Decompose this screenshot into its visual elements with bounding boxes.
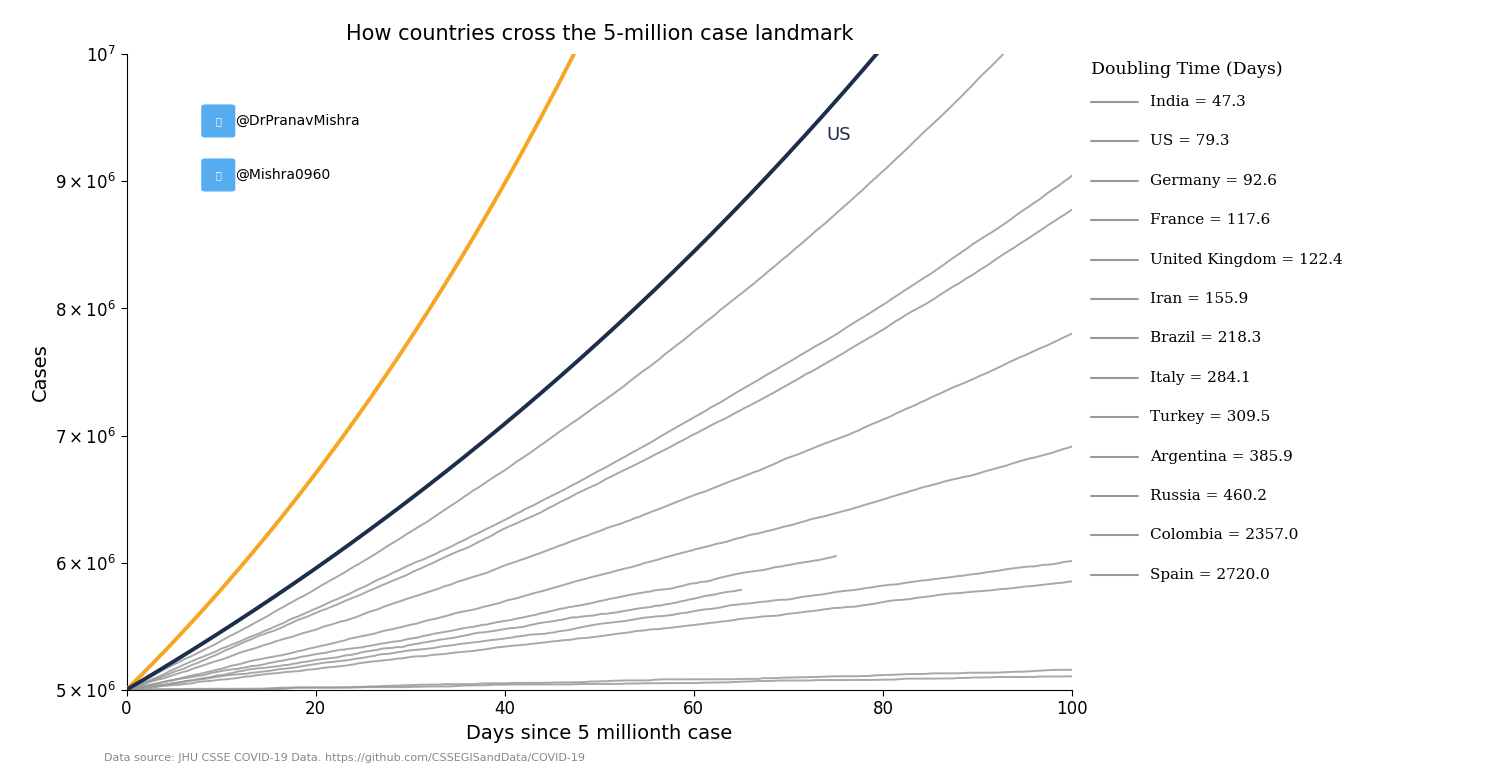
Text: Spain = 2720.0: Spain = 2720.0 xyxy=(1150,568,1269,582)
Text: US: US xyxy=(826,126,850,144)
Text: Colombia = 2357.0: Colombia = 2357.0 xyxy=(1150,529,1298,542)
Text: United Kingdom = 122.4: United Kingdom = 122.4 xyxy=(1150,253,1343,267)
FancyBboxPatch shape xyxy=(201,105,235,137)
Text: @Mishra0960: @Mishra0960 xyxy=(235,168,331,182)
Text: Argentina = 385.9: Argentina = 385.9 xyxy=(1150,449,1292,463)
Text: India = 47.3: India = 47.3 xyxy=(1150,95,1245,109)
Y-axis label: Cases: Cases xyxy=(31,343,49,401)
Title: How countries cross the 5-million case landmark: How countries cross the 5-million case l… xyxy=(345,24,853,44)
Text: US = 79.3: US = 79.3 xyxy=(1150,134,1228,148)
Text: France = 117.6: France = 117.6 xyxy=(1150,213,1270,227)
Text: Germany = 92.6: Germany = 92.6 xyxy=(1150,174,1276,188)
Text: Iran = 155.9: Iran = 155.9 xyxy=(1150,292,1248,306)
Text: Turkey = 309.5: Turkey = 309.5 xyxy=(1150,410,1270,424)
Text: Italy = 284.1: Italy = 284.1 xyxy=(1150,370,1251,384)
Text: @DrPranavMishra: @DrPranavMishra xyxy=(235,114,360,128)
Text: Brazil = 218.3: Brazil = 218.3 xyxy=(1150,332,1261,346)
FancyBboxPatch shape xyxy=(201,158,235,191)
Text: Doubling Time (Days): Doubling Time (Days) xyxy=(1091,60,1282,78)
Text: 🐦: 🐦 xyxy=(216,116,222,126)
X-axis label: Days since 5 millionth case: Days since 5 millionth case xyxy=(466,724,733,742)
Text: 🐦: 🐦 xyxy=(216,170,222,180)
Text: Russia = 460.2: Russia = 460.2 xyxy=(1150,489,1267,503)
Text: Data source: JHU CSSE COVID-19 Data. https://github.com/CSSEGISandData/COVID-19: Data source: JHU CSSE COVID-19 Data. htt… xyxy=(104,753,585,763)
